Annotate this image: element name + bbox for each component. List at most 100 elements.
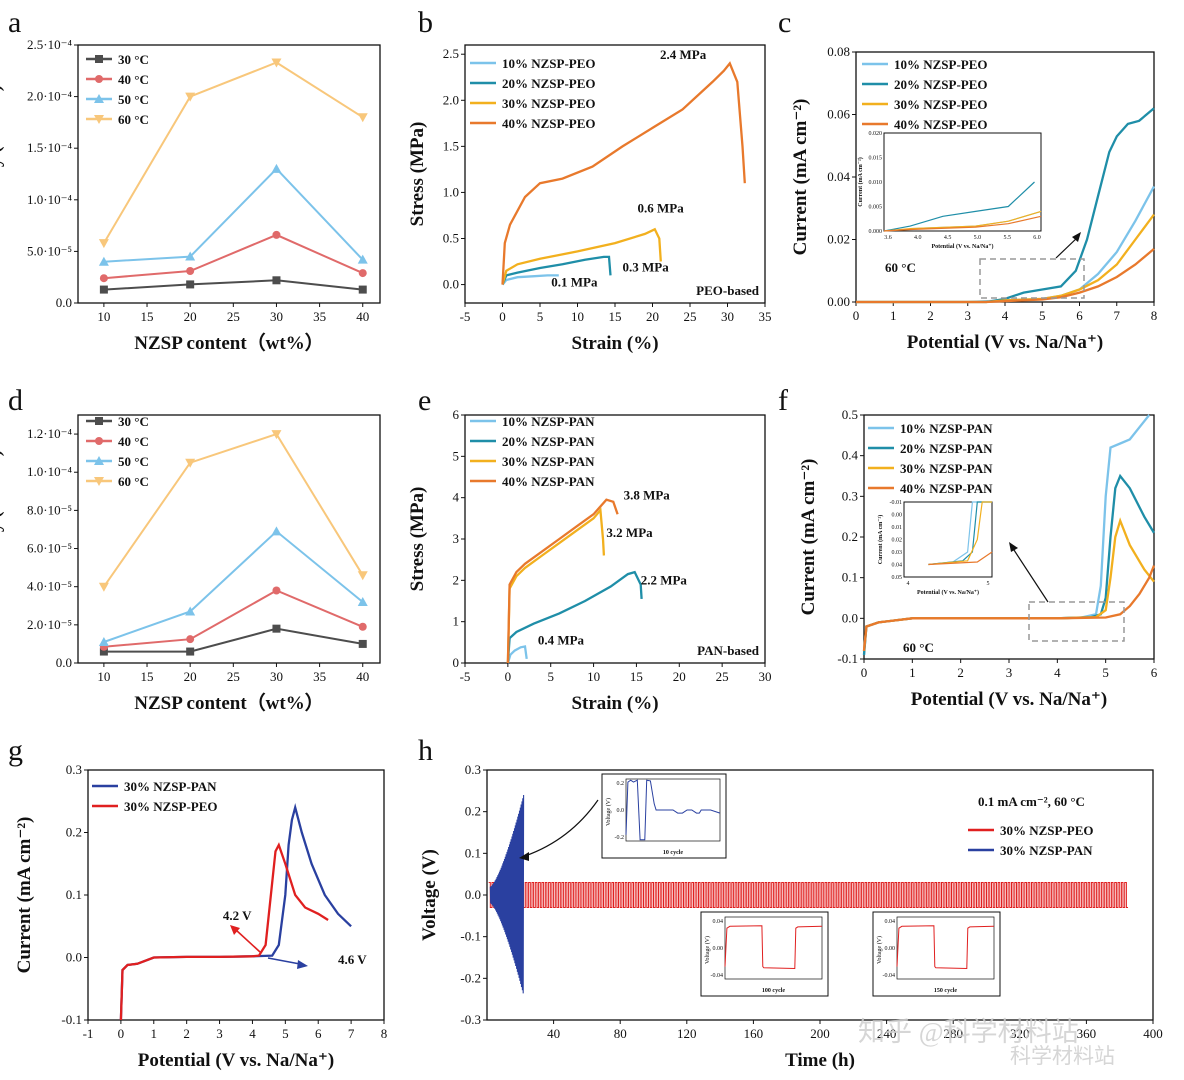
data-label: 0.4 MPa xyxy=(538,632,585,647)
data-point xyxy=(358,639,367,648)
legend-label: 40% NZSP-PEO xyxy=(502,116,596,131)
y-tick-label: 0.00 xyxy=(827,294,850,309)
inset-plot xyxy=(625,778,721,842)
data-point xyxy=(358,285,367,294)
x-tick-label: 6 xyxy=(315,1026,322,1041)
series-line xyxy=(501,255,612,286)
x-axis-label: Time (h) xyxy=(785,1050,855,1071)
y-tick-label: 0.0 xyxy=(66,950,82,965)
data-point xyxy=(272,624,281,633)
plot-frame xyxy=(77,414,381,664)
panel-b: -5 0 5 10 15 20 25 30 35 0.0 0.5 1.0 1.5 2.0 2.5 Strain… xyxy=(407,6,772,354)
series xyxy=(98,163,368,266)
x-tick-label: 280 xyxy=(943,1026,963,1041)
x-tick-label: 6 xyxy=(1151,665,1158,680)
x-axis-label: NZSP content（wt%） xyxy=(134,331,323,354)
legend-label: 40% NZSP-PAN xyxy=(900,481,993,496)
series-line xyxy=(501,274,559,286)
zoom-region xyxy=(1028,601,1125,642)
inset: 0.04 0.00 -0.04 Voltage (V) 100 cycle xyxy=(700,911,829,997)
data-point xyxy=(98,582,109,592)
data-point xyxy=(272,586,281,595)
legend-label: 60 °C xyxy=(118,112,149,127)
inset-arrow xyxy=(1055,235,1080,259)
data-label: 2.4 MPa xyxy=(660,47,707,62)
legend-label: 10% NZSP-PAN xyxy=(502,414,595,429)
panel-label: f xyxy=(778,384,788,417)
data-point xyxy=(271,163,282,173)
data-point xyxy=(185,606,196,616)
x-tick-label: 20 xyxy=(673,669,686,684)
watermark-line2: 科学材料站 xyxy=(1010,1044,1115,1068)
inset-series-line xyxy=(883,215,1042,232)
x-tick-label: 25 xyxy=(684,309,697,324)
y-tick-label: 0.2 xyxy=(66,825,82,840)
data-point xyxy=(95,417,103,425)
x-tick-label: 10 xyxy=(571,309,584,324)
inset-frame xyxy=(872,911,1001,997)
legend-label: 30% NZSP-PAN xyxy=(502,454,595,469)
inset-tick-label: 6.0 xyxy=(1033,235,1041,241)
x-tick-label: 15 xyxy=(609,309,622,324)
y-tick-label: 0.1 xyxy=(66,887,82,902)
annotation: PEO-based xyxy=(696,283,760,298)
x-tick-label: 20 xyxy=(646,309,659,324)
panel-label: g xyxy=(8,734,23,767)
inset-frame xyxy=(700,911,829,997)
panel-a: 10 15 20 25 30 35 40 0.0 5.0·10⁻⁵ 1.0·10⁻⁴ 1.5·10⁻… xyxy=(0,6,381,354)
y-tick-label: 4 xyxy=(453,490,460,505)
legend-label: 30% NZSP-PAN xyxy=(124,779,217,794)
data-point xyxy=(98,637,109,647)
series-line xyxy=(862,565,1156,652)
x-tick-label: 35 xyxy=(313,669,326,684)
series xyxy=(98,58,368,249)
panel-label: d xyxy=(8,384,23,417)
inset-tick-label: 0.05 xyxy=(892,575,903,581)
legend-label: 50 °C xyxy=(118,454,149,469)
x-tick-label: 15 xyxy=(630,669,643,684)
inset-caption: 100 cycle xyxy=(762,988,785,994)
y-tick-label: -0.3 xyxy=(460,1012,481,1027)
inset-tick-label: 0.04 xyxy=(892,563,903,569)
series-line xyxy=(501,227,662,285)
inset-tick-label: 5.5 xyxy=(1003,235,1011,241)
series-line xyxy=(103,589,364,648)
series xyxy=(98,526,368,647)
inset-tick-label: 0.020 xyxy=(869,131,883,137)
inset-tick-label: -0.2 xyxy=(615,835,625,841)
series-line xyxy=(856,107,1155,304)
inset-tick-label: 0.015 xyxy=(869,156,883,162)
legend-label: 40 °C xyxy=(118,434,149,449)
y-tick-label: 0.1 xyxy=(465,845,481,860)
data-point xyxy=(186,280,195,289)
inset: 0.04 0.00 -0.04 Voltage (V) 150 cycle xyxy=(872,911,1001,997)
inset-tick-label: -0.04 xyxy=(883,973,896,979)
x-tick-label: 2 xyxy=(927,308,934,323)
legend-label: 30 °C xyxy=(118,414,149,429)
data-label: 2.2 MPa xyxy=(641,572,688,587)
y-tick-label: 2.5·10⁻⁴ xyxy=(27,37,72,52)
y-tick-label: 0.0 xyxy=(56,655,72,670)
panel-label: b xyxy=(418,6,433,39)
y-tick-label: 2.0·10⁻⁵ xyxy=(27,617,72,632)
inset-y-label: Current (mA cm⁻²) xyxy=(857,157,864,207)
panel-label: a xyxy=(8,6,21,39)
annotation-arrow xyxy=(235,929,261,953)
inset-frame xyxy=(883,132,1042,232)
y-axis-label: Current (mA cm⁻²) xyxy=(798,459,819,616)
inset-series-line xyxy=(724,925,823,970)
series-line xyxy=(488,882,1128,908)
y-tick-label: 3 xyxy=(453,531,460,546)
x-tick-label: 160 xyxy=(744,1026,764,1041)
y-tick-label: 0.0 xyxy=(443,277,459,292)
zoom-region xyxy=(979,258,1085,299)
y-tick-label: 0.3 xyxy=(66,762,82,777)
series xyxy=(99,624,367,656)
data-label: 3.8 MPa xyxy=(624,488,671,503)
y-tick-label: 6 xyxy=(453,407,460,422)
series xyxy=(99,276,367,294)
y-tick-label: 2.0·10⁻⁴ xyxy=(27,89,72,104)
data-point xyxy=(357,254,368,264)
x-tick-label: 5 xyxy=(1102,665,1109,680)
legend-label: 60 °C xyxy=(118,474,149,489)
